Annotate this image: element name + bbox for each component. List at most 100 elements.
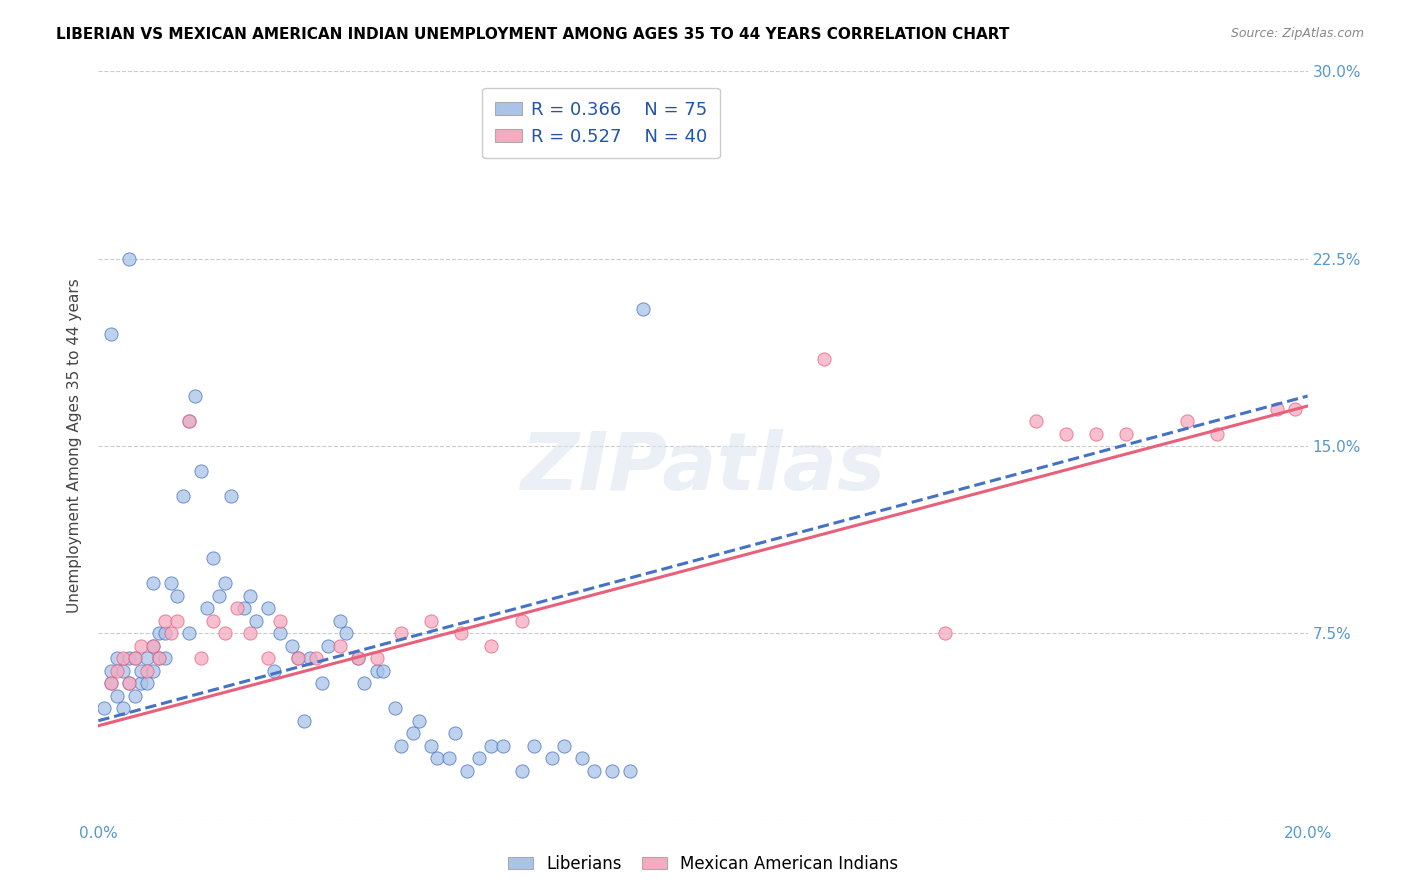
Point [245, 614, 267, 628]
Point [256, 601, 278, 615]
Point [190, 651, 212, 665]
Point [124, 651, 146, 665]
Text: ZIPatlas: ZIPatlas [520, 429, 886, 508]
Point [263, 664, 285, 678]
Point [148, 626, 170, 640]
Point [631, 301, 654, 316]
Point [813, 351, 835, 366]
Point [371, 664, 394, 678]
Point [347, 651, 370, 665]
Point [118, 676, 141, 690]
Point [389, 626, 412, 640]
Point [153, 614, 176, 628]
Point [583, 764, 606, 778]
Point [492, 739, 515, 753]
Point [1206, 426, 1229, 441]
Point [124, 651, 146, 665]
Point [148, 651, 170, 665]
Point [160, 576, 183, 591]
Point [510, 764, 533, 778]
Point [1054, 426, 1077, 441]
Point [202, 614, 225, 628]
Point [287, 651, 309, 665]
Point [105, 664, 128, 678]
Point [179, 626, 201, 640]
Point [142, 664, 165, 678]
Point [468, 751, 491, 765]
Point [353, 676, 375, 690]
Point [287, 651, 309, 665]
Point [389, 739, 412, 753]
Point [450, 626, 472, 640]
Point [1115, 426, 1137, 441]
Point [105, 689, 128, 703]
Point [481, 639, 503, 653]
Text: Source: ZipAtlas.com: Source: ZipAtlas.com [1230, 27, 1364, 40]
Point [299, 651, 322, 665]
Point [100, 676, 122, 690]
Point [311, 676, 333, 690]
Point [184, 389, 207, 403]
Point [135, 664, 157, 678]
Point [347, 651, 370, 665]
Point [129, 676, 152, 690]
Point [166, 614, 188, 628]
Point [269, 614, 291, 628]
Point [190, 464, 212, 478]
Legend: Liberians, Mexican American Indians: Liberians, Mexican American Indians [501, 848, 905, 880]
Point [1284, 401, 1306, 416]
Point [420, 614, 443, 628]
Point [153, 626, 176, 640]
Point [129, 639, 152, 653]
Point [111, 651, 134, 665]
Point [226, 601, 249, 615]
Point [1024, 414, 1046, 428]
Point [221, 489, 243, 503]
Point [619, 764, 641, 778]
Point [208, 589, 231, 603]
Point [335, 626, 357, 640]
Point [1175, 414, 1198, 428]
Point [142, 639, 165, 653]
Point [179, 414, 201, 428]
Point [571, 751, 593, 765]
Point [366, 664, 388, 678]
Point [105, 651, 128, 665]
Point [292, 714, 315, 728]
Point [160, 626, 183, 640]
Point [540, 751, 562, 765]
Point [1267, 401, 1289, 416]
Point [135, 651, 157, 665]
Point [111, 701, 134, 715]
Point [111, 664, 134, 678]
Point [402, 726, 425, 740]
Point [166, 589, 188, 603]
Point [305, 651, 328, 665]
Point [239, 626, 262, 640]
Point [408, 714, 430, 728]
Point [100, 676, 122, 690]
Point [523, 739, 546, 753]
Point [124, 689, 146, 703]
Point [281, 639, 304, 653]
Point [202, 551, 225, 566]
Point [214, 626, 236, 640]
Point [118, 676, 141, 690]
Point [142, 639, 165, 653]
Point [100, 326, 122, 341]
Point [142, 576, 165, 591]
Y-axis label: Unemployment Among Ages 35 to 44 years: Unemployment Among Ages 35 to 44 years [67, 278, 83, 614]
Point [172, 489, 194, 503]
Point [232, 601, 254, 615]
Point [456, 764, 478, 778]
Point [444, 726, 467, 740]
Point [195, 601, 218, 615]
Point [366, 651, 388, 665]
Point [329, 614, 352, 628]
Point [602, 764, 624, 778]
Point [135, 676, 157, 690]
Text: LIBERIAN VS MEXICAN AMERICAN INDIAN UNEMPLOYMENT AMONG AGES 35 TO 44 YEARS CORRE: LIBERIAN VS MEXICAN AMERICAN INDIAN UNEM… [56, 27, 1010, 42]
Point [118, 651, 141, 665]
Point [148, 651, 170, 665]
Point [153, 651, 176, 665]
